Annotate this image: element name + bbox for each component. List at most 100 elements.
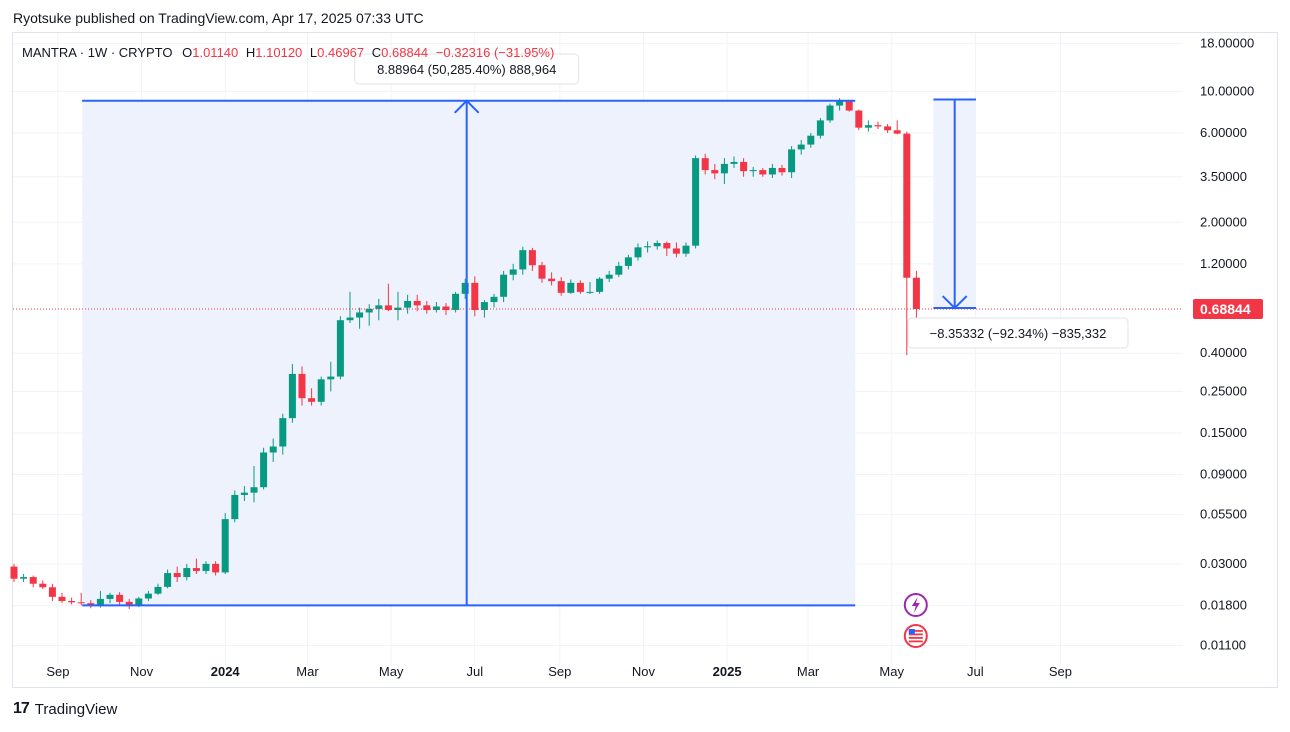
candle-body xyxy=(250,487,258,493)
candle xyxy=(58,592,66,604)
brand-name: TradingView xyxy=(34,700,118,718)
candle xyxy=(730,156,738,168)
symbol-name: MANTRA · 1W · CRYPTO xyxy=(22,45,173,60)
price-tick-label: 10.00000 xyxy=(1200,83,1254,98)
candle-body xyxy=(797,144,805,150)
candle xyxy=(768,163,776,178)
candle xyxy=(586,281,594,294)
candle-body xyxy=(346,317,354,321)
candle-body xyxy=(384,305,392,311)
candle xyxy=(663,241,671,257)
lightning-event-icon[interactable] xyxy=(903,593,928,617)
candle-body xyxy=(144,593,152,599)
time-tick-label: Jul xyxy=(466,664,483,679)
candle-body xyxy=(212,563,220,573)
candle xyxy=(701,153,709,175)
candle-body xyxy=(461,282,469,294)
candle xyxy=(855,109,863,131)
candle xyxy=(720,158,728,185)
flag-canton xyxy=(908,629,915,634)
candle-body xyxy=(87,603,95,606)
us-flag-event-icon[interactable] xyxy=(903,624,928,648)
candle-body xyxy=(202,563,210,571)
candle-body xyxy=(96,598,104,606)
candle-body xyxy=(528,250,536,266)
last-price-line: 0.68844 xyxy=(13,299,1263,320)
measure-zones xyxy=(82,99,976,606)
lightning-bolt-icon xyxy=(911,597,920,613)
candle xyxy=(653,240,661,250)
candle-body xyxy=(624,257,632,266)
candle-body xyxy=(106,594,114,599)
candle xyxy=(749,166,757,177)
candle xyxy=(192,558,200,574)
candle xyxy=(336,316,344,380)
candle-body xyxy=(615,265,623,275)
candle xyxy=(596,277,604,294)
candle-body xyxy=(768,167,776,175)
footer-brand[interactable]: 17 TradingView xyxy=(13,700,117,718)
candle-body xyxy=(298,373,306,399)
candle xyxy=(423,300,431,314)
candle-body xyxy=(557,281,565,293)
change-value: −0.32316 (−31.95%) xyxy=(435,45,555,60)
candle xyxy=(432,302,440,313)
close-label: C xyxy=(371,45,382,60)
candle xyxy=(672,242,680,258)
candle xyxy=(384,283,392,312)
candle-body xyxy=(125,601,133,606)
time-tick-label: May xyxy=(879,664,904,679)
candle-body xyxy=(308,398,316,402)
time-tick-label: Mar xyxy=(797,664,820,679)
candle-body xyxy=(413,300,421,306)
measure-down-bubble xyxy=(907,317,1129,349)
time-axis: Sep Nov 2024 Mar May Jul Sep Nov 2025 Mar May Jul Se… xyxy=(46,664,1072,679)
candle xyxy=(874,121,882,129)
flag-stripe xyxy=(908,637,923,639)
candle-body xyxy=(480,302,488,311)
price-tick-label: 18.00000 xyxy=(1200,36,1254,51)
candle xyxy=(106,592,114,604)
candle-body xyxy=(240,492,248,495)
candle xyxy=(778,164,786,176)
candle xyxy=(538,261,546,283)
candle xyxy=(231,490,239,523)
tradingview-logo-icon: 17 xyxy=(13,700,30,717)
candle xyxy=(500,270,508,303)
candle xyxy=(116,592,124,606)
candle xyxy=(692,155,700,249)
candle-body xyxy=(893,130,901,134)
candle xyxy=(634,243,642,261)
time-tick-label: Nov xyxy=(130,664,154,679)
candle xyxy=(202,561,210,574)
candle xyxy=(807,132,815,148)
candle-body xyxy=(576,282,584,292)
candle xyxy=(173,566,181,583)
candle xyxy=(154,583,162,595)
candle-body xyxy=(164,573,172,587)
candle xyxy=(125,598,133,610)
candle-body xyxy=(10,566,18,579)
candle xyxy=(240,486,248,501)
candle xyxy=(826,103,834,123)
candle-body xyxy=(567,282,575,293)
candle-body xyxy=(759,170,767,175)
candle xyxy=(164,569,172,589)
measure-up-arrowhead-icon xyxy=(453,99,480,114)
candle xyxy=(39,580,47,590)
price-tick-label: 0.01100 xyxy=(1200,637,1246,652)
candle-body xyxy=(221,519,229,573)
candle xyxy=(269,438,277,462)
candle xyxy=(250,465,258,503)
measure-down-label: −8.35332 (−92.34%) −835,332 xyxy=(930,326,1107,341)
candle-body xyxy=(29,577,37,584)
candle-body xyxy=(884,126,892,131)
candle xyxy=(375,298,383,321)
candle xyxy=(356,307,364,329)
us-flag-ring xyxy=(903,624,928,648)
candle-body xyxy=(317,379,325,402)
candle-body xyxy=(20,577,28,579)
price-tick-label: 3.50000 xyxy=(1200,169,1247,184)
last-price-badge xyxy=(1193,299,1263,320)
